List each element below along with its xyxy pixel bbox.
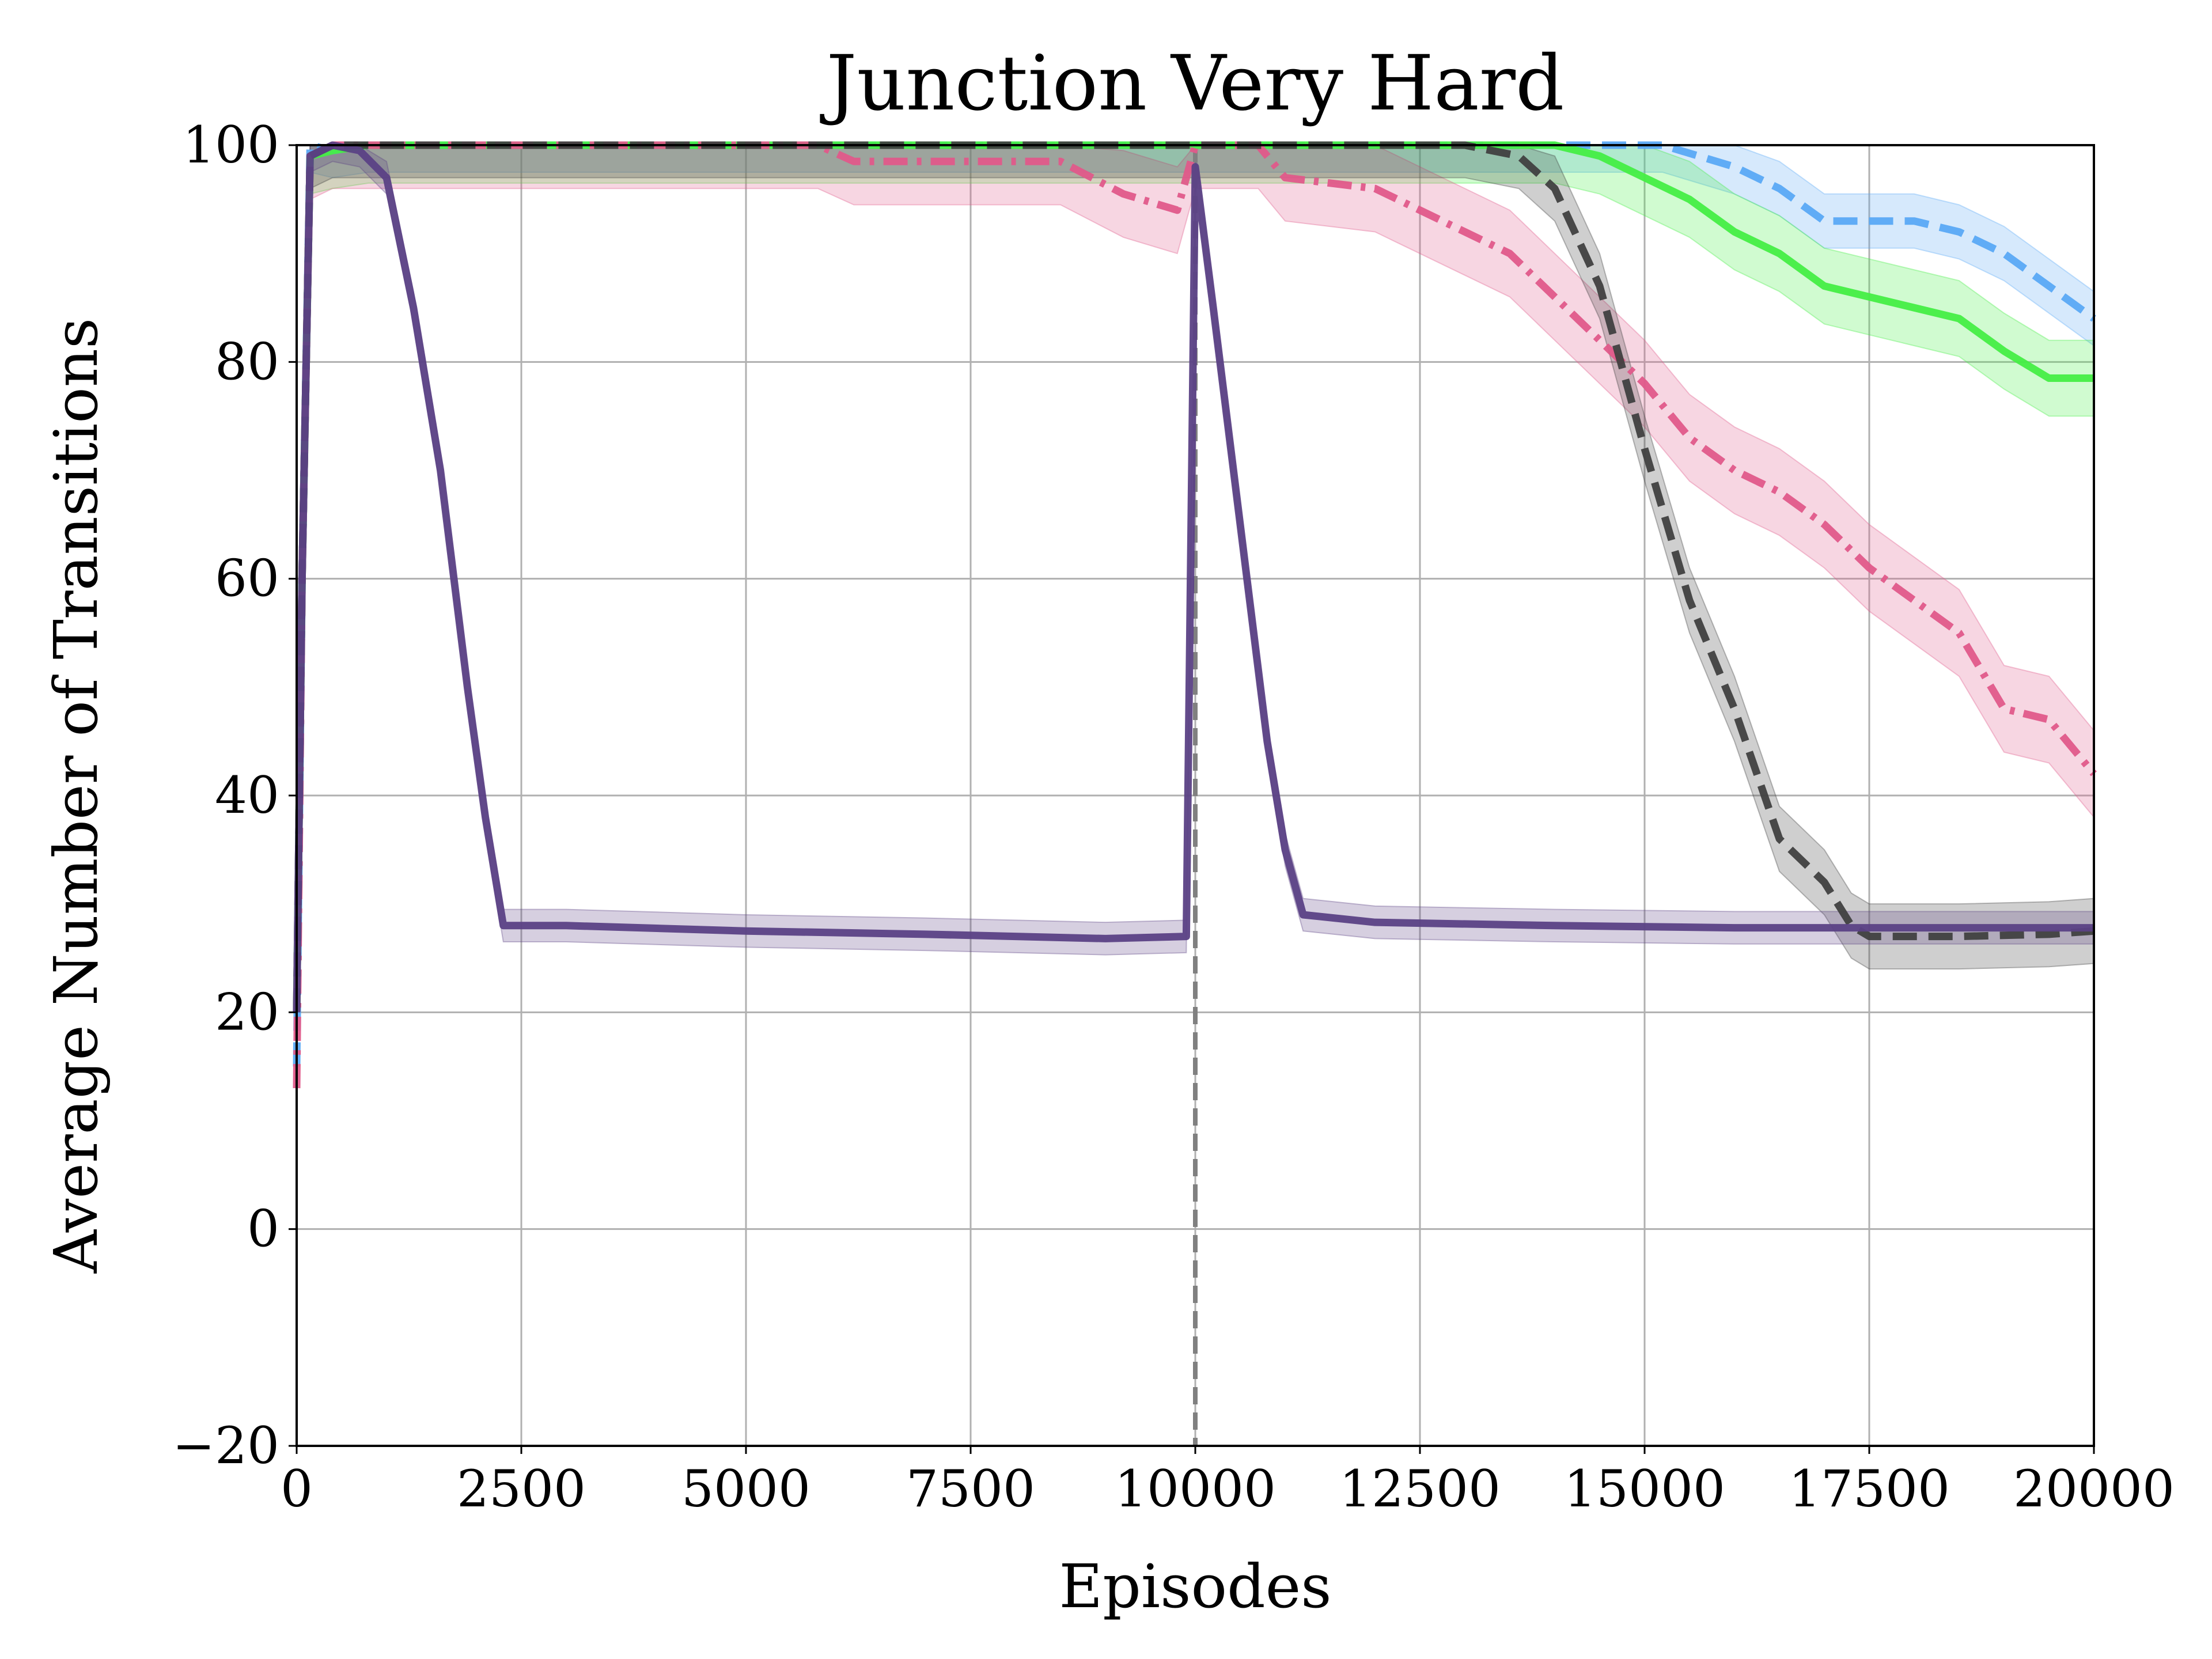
y-tick-label: 60 (215, 549, 279, 608)
y-tick-label: 0 (247, 1199, 279, 1259)
series-4-line (293, 141, 2094, 1013)
y-tick-label: 40 (215, 766, 279, 825)
y-axis-label: Average Number of Transitions (41, 318, 111, 1274)
x-tick-label: 7500 (906, 1459, 1035, 1518)
y-tick-label: −20 (172, 1416, 279, 1475)
y-tick-label: 100 (183, 115, 279, 175)
x-tick-label: 17500 (1789, 1459, 1950, 1518)
y-tick-label: 80 (215, 332, 279, 391)
x-tick-label: 15000 (1564, 1459, 1725, 1518)
y-axis-ticks: −20 0 20 40 60 80 100 (172, 115, 297, 1475)
chart-title: Junction Very Hard (820, 39, 1565, 128)
x-tick-label: 0 (281, 1459, 313, 1518)
x-tick-label: 5000 (681, 1459, 810, 1518)
x-axis-ticks: 0 2500 5000 7500 10000 12500 15000 17500 20000 (281, 1446, 2175, 1518)
x-tick-label: 12500 (1339, 1459, 1501, 1518)
y-tick-label: 20 (215, 982, 279, 1041)
x-tick-label: 20000 (2013, 1459, 2175, 1518)
x-tick-label: 10000 (1115, 1459, 1276, 1518)
x-axis-label: Episodes (1059, 1551, 1331, 1622)
x-tick-label: 2500 (457, 1459, 586, 1518)
series-2-line (293, 141, 2097, 1089)
